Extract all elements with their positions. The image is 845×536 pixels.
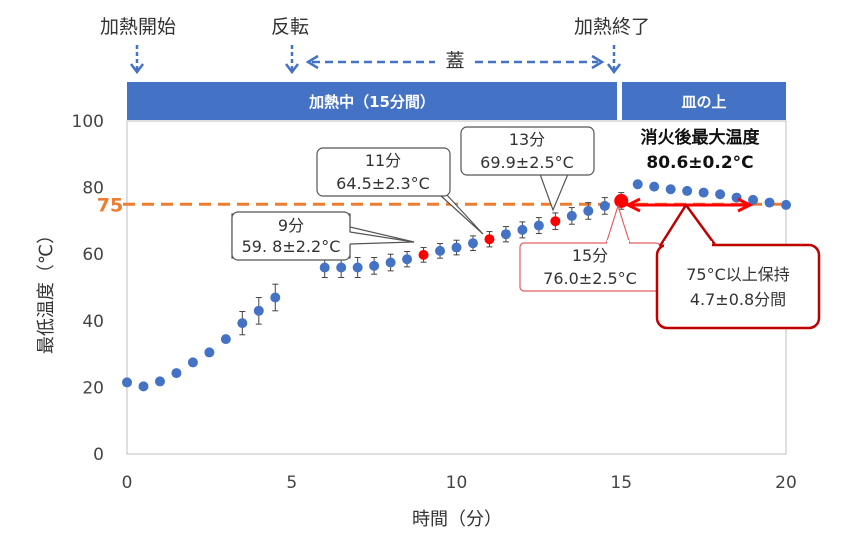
data-point — [171, 368, 182, 379]
data-point — [533, 220, 544, 231]
y-tick-label: 20 — [82, 378, 104, 398]
data-point — [451, 242, 462, 253]
svg-text:59. 8±2.2°C: 59. 8±2.2°C — [242, 237, 341, 256]
stage-arrows — [130, 45, 621, 75]
x-axis-ticks: 0 5 10 15 20 — [122, 473, 797, 493]
data-point — [319, 262, 330, 273]
stage-flip: 反転 — [271, 16, 309, 38]
highlight-point — [418, 249, 429, 260]
data-point — [352, 262, 363, 273]
y-tick-label: 40 — [82, 312, 104, 332]
data-point — [781, 199, 791, 210]
callout-13min: 13分 69.9±2.5°C — [460, 126, 595, 212]
data-point — [500, 229, 511, 240]
highlight-point — [484, 234, 495, 245]
data-point — [154, 376, 165, 387]
stage-heating-end: 加熱終了 — [574, 16, 650, 38]
max-temp-value: 80.6±0.2°C — [646, 153, 753, 173]
stage-lid: 蓋 — [445, 50, 464, 72]
data-point — [748, 194, 759, 205]
data-point — [715, 189, 726, 200]
data-point — [220, 334, 231, 345]
data-point — [270, 292, 281, 303]
data-point — [204, 347, 215, 358]
data-point — [402, 254, 413, 265]
data-point — [369, 260, 380, 271]
data-point — [336, 262, 347, 273]
y-axis-label: 最低温度（℃） — [36, 226, 57, 354]
data-point — [665, 184, 676, 195]
data-point — [138, 381, 149, 392]
data-points — [122, 179, 791, 392]
y-tick-label: 100 — [72, 112, 104, 132]
svg-text:76.0±2.5°C: 76.0±2.5°C — [543, 269, 637, 288]
callout-11min: 11分 64.5±2.3°C — [316, 147, 484, 235]
highlight-point — [550, 216, 561, 227]
svg-text:75°C以上保持: 75°C以上保持 — [686, 265, 790, 284]
data-point — [385, 257, 396, 268]
data-point — [187, 357, 198, 368]
data-point — [649, 181, 660, 192]
data-point — [467, 238, 478, 249]
y-tick-label: 0 — [93, 445, 104, 465]
y-tick-label: 80 — [82, 179, 104, 199]
data-point — [682, 185, 693, 196]
svg-text:64.5±2.3°C: 64.5±2.3°C — [336, 174, 430, 193]
data-point — [253, 305, 264, 316]
data-point — [517, 224, 528, 235]
svg-text:11分: 11分 — [365, 151, 401, 170]
callout-15min: 15分 76.0±2.5°C — [519, 204, 661, 292]
x-tick-label: 10 — [446, 473, 468, 493]
phase-bar-plate — [622, 82, 786, 120]
data-point — [764, 197, 775, 208]
data-point — [632, 179, 643, 190]
data-point — [122, 377, 132, 388]
svg-text:13分: 13分 — [509, 130, 545, 149]
x-tick-label: 5 — [286, 473, 297, 493]
x-tick-label: 20 — [775, 473, 797, 493]
x-tick-label: 0 — [122, 473, 133, 493]
highlight-point — [614, 193, 629, 208]
data-point — [435, 245, 446, 256]
data-point — [583, 205, 594, 216]
max-temp-title: 消火後最大温度 — [641, 127, 761, 148]
svg-text:4.7±0.8分間: 4.7±0.8分間 — [690, 290, 786, 309]
stage-heating-start: 加熱開始 — [100, 16, 176, 38]
x-axis-label: 時間（分） — [412, 509, 502, 530]
y-tick-label: 60 — [82, 245, 104, 265]
x-tick-label: 15 — [610, 473, 632, 493]
y-axis-ticks: 0 20 40 60 80 100 — [72, 112, 104, 465]
svg-text:15分: 15分 — [572, 246, 608, 265]
data-point — [599, 200, 610, 211]
callout-9min: 9分 59. 8±2.2°C — [231, 211, 415, 261]
svg-text:9分: 9分 — [278, 216, 304, 235]
threshold-label: 75 — [97, 194, 123, 216]
phase-label-heating: 加熱中（15分間） — [308, 93, 435, 111]
data-point — [566, 210, 577, 221]
phase-label-plate: 皿の上 — [681, 93, 726, 111]
data-point — [698, 187, 709, 198]
callout-hold-duration: 75°C以上保持 4.7±0.8分間 — [655, 203, 821, 330]
data-point — [237, 318, 248, 329]
svg-text:69.9±2.5°C: 69.9±2.5°C — [480, 153, 574, 172]
phase-bar-heating — [127, 82, 617, 120]
